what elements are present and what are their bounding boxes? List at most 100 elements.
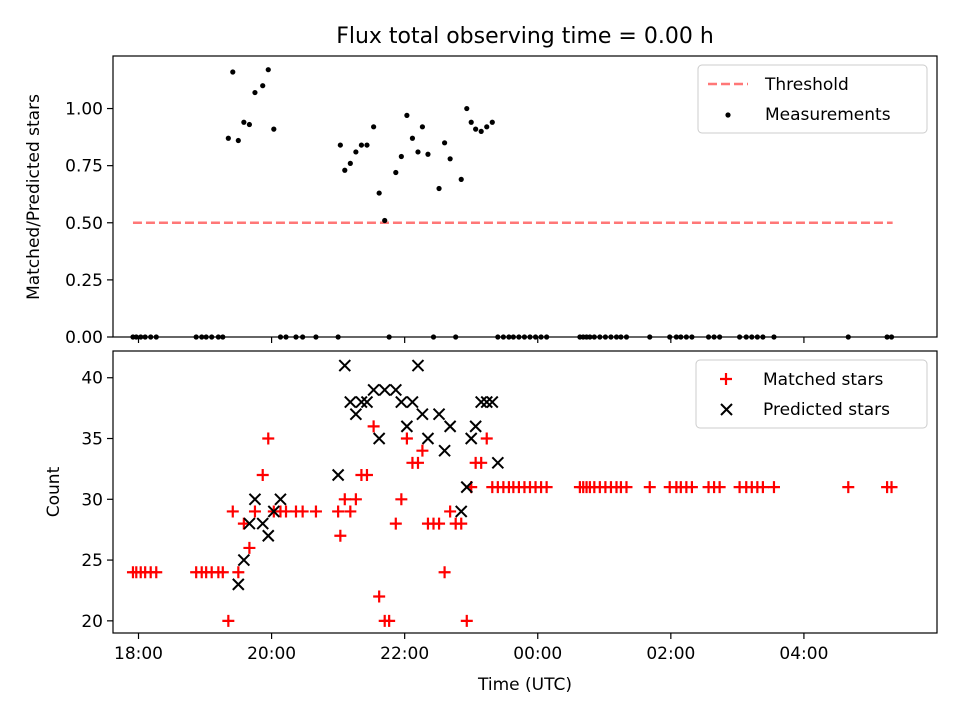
ratio-measurement-point <box>265 67 271 73</box>
count-matched-point <box>756 481 769 494</box>
ratio-measurement-point <box>358 142 365 148</box>
count-matched-point <box>248 505 261 518</box>
legend-predicted-label: Predicted stars <box>763 400 890 420</box>
ratio-measurement-point <box>415 149 421 155</box>
count-matched-point <box>332 505 345 518</box>
count-predicted-point <box>243 517 256 530</box>
ratio-measurement-point <box>382 217 388 224</box>
count-matched-point <box>885 481 898 494</box>
count-matched-point <box>643 481 656 494</box>
ratio-measurement-point <box>225 135 231 141</box>
count-matched-point <box>237 517 250 530</box>
count-predicted-point <box>274 493 287 506</box>
ratio-panel: Matched/Predicted stars 0.00 0.25 0.50 0.75… <box>24 55 938 348</box>
ratio-measurement-point <box>246 121 253 128</box>
count-matched-point <box>475 456 488 469</box>
count-matched-point <box>256 468 269 481</box>
count-y-axis-label: Count <box>44 466 64 517</box>
count-predicted-point <box>344 395 357 409</box>
count-axes: 20 25 30 35 40 18:00 20:00 22:00 00:00 02:00 04:00 <box>81 350 938 664</box>
count-predicted-point <box>400 420 414 433</box>
count-matched-point <box>226 505 239 518</box>
count-predicted-point <box>421 432 435 445</box>
count-panel: Count Time (UTC) 20 25 30 35 40 18:00 20:00 22:… <box>44 350 938 695</box>
count-predicted-point <box>438 444 451 457</box>
ratio-measurement-point <box>260 83 266 89</box>
ratio-measurement-point <box>371 124 377 130</box>
ratio-y-tick-label: 0.00 <box>65 328 103 348</box>
ratio-measurement-point <box>404 112 410 118</box>
count-matched-point <box>150 566 163 579</box>
count-x-tick-label: 04:00 <box>779 644 828 664</box>
count-matched-point <box>389 517 402 530</box>
count-y-tick-label: 35 <box>81 430 103 450</box>
count-predicted-point <box>469 420 482 433</box>
count-predicted-point <box>237 553 251 567</box>
count-matched-point <box>713 481 726 494</box>
count-matched-point <box>338 493 351 506</box>
count-matched-point <box>433 517 446 530</box>
ratio-axes: 0.00 0.25 0.50 0.75 1.00 <box>65 55 938 348</box>
count-predicted-point <box>232 578 245 591</box>
count-predicted-point <box>406 395 419 409</box>
count-matched-point <box>349 493 362 506</box>
count-predicted-point <box>349 407 363 421</box>
ratio-measurement-point <box>473 126 479 132</box>
ratio-measurement-point <box>468 119 474 125</box>
ratio-y-tick-label: 1.00 <box>65 100 103 120</box>
count-predicted-point <box>256 517 269 530</box>
ratio-measurement-point <box>489 119 495 125</box>
ratio-measurement-point <box>484 124 490 130</box>
count-matched-point <box>444 505 457 518</box>
legend-matched-swatch <box>720 373 732 385</box>
figure-title: Flux total observing time = 0.00 h <box>336 24 714 49</box>
count-predicted-point <box>443 420 457 433</box>
count-legend: Matched stars Predicted stars <box>695 359 928 429</box>
count-matched-point <box>309 505 322 518</box>
ratio-measurement-point <box>393 169 399 176</box>
count-predicted-point <box>465 432 478 445</box>
count-matched-point <box>842 481 855 494</box>
count-predicted-point <box>432 407 446 421</box>
count-matched-point <box>685 481 698 494</box>
ratio-measurement-point <box>447 156 453 162</box>
ratio-plot-frame <box>112 55 938 338</box>
ratio-measurement-point <box>464 105 470 112</box>
ratio-measurement-point <box>271 126 277 132</box>
ratio-measurement-point <box>425 151 431 157</box>
ratio-measurement-point <box>376 190 382 196</box>
ratio-y-tick-label: 0.75 <box>65 157 103 177</box>
count-matched-point <box>373 590 386 603</box>
ratio-measurement-point <box>441 140 448 146</box>
count-x-tick-label: 20:00 <box>247 644 296 664</box>
count-predicted-point <box>331 468 345 482</box>
ratio-measurement-point <box>241 119 247 125</box>
count-matched-point <box>455 517 468 530</box>
legend-predicted-swatch <box>720 403 733 416</box>
count-matched-point <box>296 505 309 518</box>
ratio-y-tick-label: 0.25 <box>65 271 103 291</box>
count-matched-point <box>334 529 347 542</box>
x-axis-label: Time (UTC) <box>477 675 572 695</box>
count-predicted-point <box>389 383 403 397</box>
count-matched-point <box>262 432 275 445</box>
ratio-measurement-point <box>478 128 484 134</box>
count-predicted-point <box>491 456 505 470</box>
count-x-tick-label: 02:00 <box>646 644 695 664</box>
ratio-measurement-point <box>235 137 241 144</box>
count-x-tick-label: 22:00 <box>380 644 429 664</box>
ratio-measurement-point <box>419 124 426 130</box>
count-marks <box>126 359 898 627</box>
legend-threshold-label: Threshold <box>764 75 849 95</box>
ratio-measurement-point <box>364 142 370 148</box>
count-predicted-point <box>474 395 488 409</box>
count-matched-point <box>400 432 413 445</box>
count-predicted-point <box>267 505 281 518</box>
ratio-measurement-point <box>398 153 404 160</box>
count-predicted-point <box>338 359 351 372</box>
ratio-measurement-point <box>230 69 236 75</box>
count-legend-box <box>695 359 928 429</box>
ratio-measurement-point <box>409 135 416 141</box>
ratio-measurement-point <box>458 176 464 182</box>
